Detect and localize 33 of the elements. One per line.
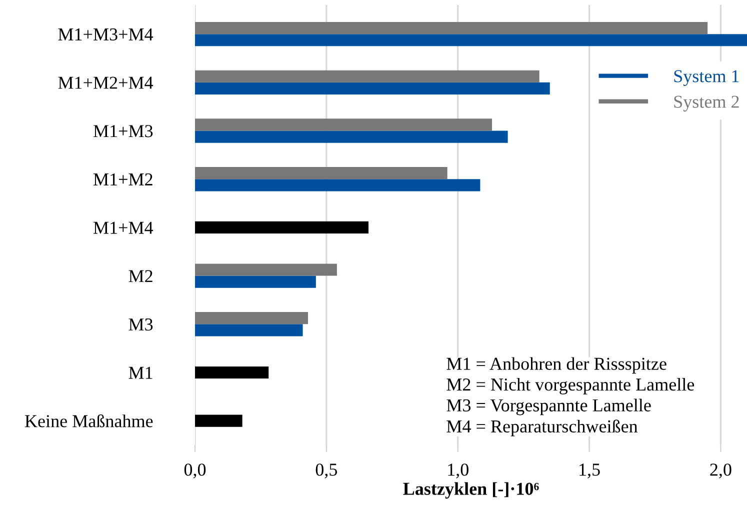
- x-tick-label: 1,0: [448, 464, 468, 478]
- y-tick-label: M2: [128, 270, 152, 282]
- y-tick-label: M1: [128, 366, 152, 379]
- bar: [195, 366, 269, 379]
- legend-label: System 1: [674, 70, 739, 86]
- x-tick-label: 0,0: [184, 464, 206, 478]
- y-tick-label: M1+M3+M4: [58, 28, 154, 41]
- x-tick-label: 2,0: [710, 464, 732, 478]
- bar: [195, 414, 242, 427]
- bar: [195, 130, 508, 143]
- bar: [195, 34, 747, 46]
- bar: [195, 276, 316, 288]
- bar: [195, 312, 308, 324]
- bar: [195, 118, 492, 131]
- y-tick-label: Keine Maßnahme: [25, 414, 153, 428]
- y-tick-label: M1+M3: [94, 125, 153, 138]
- bar: [195, 70, 540, 82]
- y-tick-label: M1+M2+M4: [58, 76, 154, 89]
- legend-label: System 2: [674, 96, 739, 112]
- bar: [195, 324, 303, 336]
- bar: [195, 167, 448, 180]
- bar: [195, 221, 368, 234]
- x-tick-label: 0,5: [316, 464, 338, 478]
- bar: [195, 179, 480, 192]
- annotation: M1 = Anbohren der Rissspitze M2 = Nicht vorgespannte Lamelle M3 = Vorgespannte Lamelle M4 = Reparaturschweißen: [446, 357, 694, 436]
- y-tick-label: M3: [128, 318, 153, 331]
- y-tick-label: M1+M4: [94, 222, 154, 234]
- bar: [195, 22, 708, 34]
- x-axis-title: Lastzyklen [-]·10⁶: [403, 482, 539, 499]
- bar: [195, 82, 550, 94]
- bar: [195, 264, 337, 276]
- y-tick-label: M1+M2: [94, 173, 152, 186]
- x-tick-label: 1,5: [580, 464, 600, 478]
